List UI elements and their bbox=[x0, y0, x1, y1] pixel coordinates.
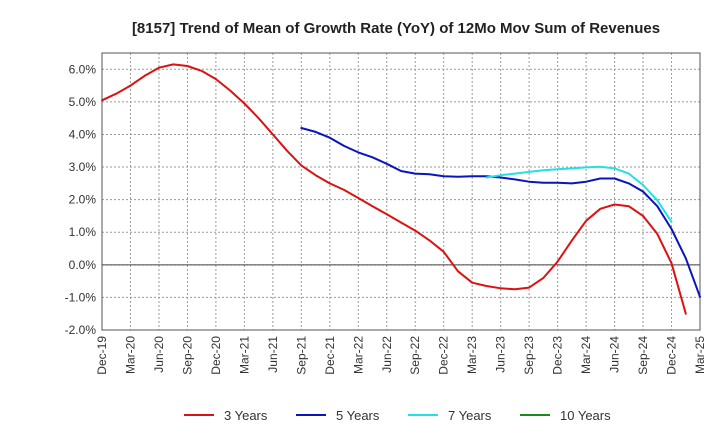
series-line-7-years bbox=[485, 165, 673, 223]
legend-label: 10 Years bbox=[560, 408, 611, 423]
gridlines bbox=[102, 53, 700, 331]
y-tick-label: -1.0% bbox=[65, 290, 97, 304]
x-tick-label: Mar-20 bbox=[123, 336, 137, 374]
legend: 3 Years 5 Years 7 Years 10 Years bbox=[184, 408, 611, 423]
x-tick-label: Sep-23 bbox=[522, 336, 536, 375]
chart-title: [8157] Trend of Mean of Growth Rate (YoY… bbox=[132, 20, 660, 37]
x-tick-label: Sep-22 bbox=[408, 336, 422, 375]
y-tick-label: 1.0% bbox=[69, 225, 97, 239]
x-tick-label: Jun-21 bbox=[266, 336, 280, 373]
x-tick-label: Jun-24 bbox=[608, 336, 622, 373]
x-tick-label: Jun-20 bbox=[152, 336, 166, 373]
y-tick-label: 5.0% bbox=[69, 95, 97, 109]
series-line-5-years bbox=[300, 127, 701, 298]
x-tick-label: Jun-22 bbox=[380, 336, 394, 373]
x-tick-label: Dec-24 bbox=[665, 336, 679, 375]
x-tick-label: Sep-24 bbox=[636, 336, 650, 375]
x-tick-label: Dec-20 bbox=[209, 336, 223, 375]
y-tick-label: 3.0% bbox=[69, 160, 97, 174]
x-tick-label: Dec-22 bbox=[437, 336, 451, 375]
y-tick-label: 4.0% bbox=[69, 127, 97, 141]
legend-label: 7 Years bbox=[448, 408, 492, 423]
legend-label: 3 Years bbox=[224, 408, 268, 423]
plot-border bbox=[101, 52, 701, 331]
y-tick-label: 0.0% bbox=[69, 258, 97, 272]
x-tick-label: Mar-25 bbox=[693, 336, 707, 374]
series-line-3-years bbox=[101, 63, 687, 315]
x-tick-label: Mar-24 bbox=[579, 336, 593, 374]
x-tick-label: Jun-23 bbox=[494, 336, 508, 373]
x-tick-label: Dec-21 bbox=[323, 336, 337, 375]
x-tick-label: Sep-21 bbox=[294, 336, 308, 375]
x-tick-label: Mar-23 bbox=[465, 336, 479, 374]
axes: 6.0%5.0%4.0%3.0%2.0%1.0%0.0%-1.0%-2.0%De… bbox=[65, 52, 707, 375]
y-tick-label: -2.0% bbox=[65, 323, 97, 337]
y-tick-label: 2.0% bbox=[69, 193, 97, 207]
legend-label: 5 Years bbox=[336, 408, 380, 423]
x-tick-label: Mar-22 bbox=[351, 336, 365, 374]
data-series bbox=[101, 63, 701, 315]
x-tick-label: Mar-21 bbox=[237, 336, 251, 374]
x-tick-label: Dec-19 bbox=[95, 336, 109, 375]
x-tick-label: Sep-20 bbox=[180, 336, 194, 375]
y-tick-label: 6.0% bbox=[69, 62, 97, 76]
x-tick-label: Dec-23 bbox=[551, 336, 565, 375]
